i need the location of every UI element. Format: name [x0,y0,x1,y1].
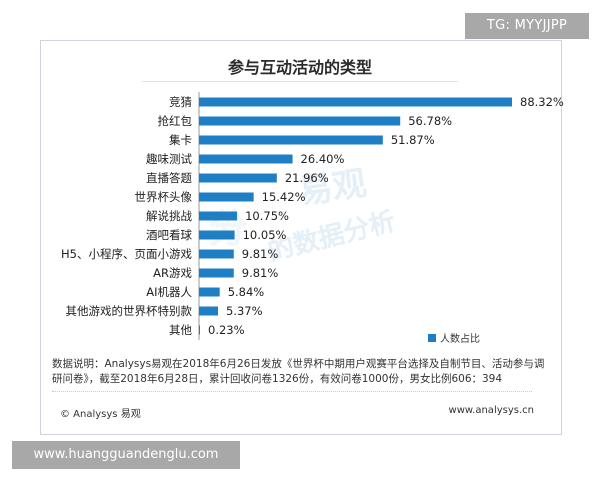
legend: 人数占比 [428,330,480,345]
value-label: 10.05% [243,228,287,242]
bar [199,249,234,259]
category-label: AI机器人 [146,285,192,299]
category-label: 其他 [169,323,192,337]
bar [199,268,234,278]
bar [199,97,512,107]
footer-copyright: © Analysys 易观 [60,409,141,420]
legend-swatch [428,333,436,342]
value-label: 0.23% [208,323,245,337]
category-label: 解说挑战 [146,209,192,223]
category-label: 酒吧看球 [146,228,192,242]
category-label: 抢红包 [158,114,193,128]
title-divider [142,81,458,82]
bar [199,154,293,164]
bar [199,211,238,221]
footer-url[interactable]: www.analysys.cn [448,405,534,416]
note-divider [52,391,532,392]
value-label: 5.84% [228,285,265,299]
category-label: 集卡 [169,133,192,147]
category-label: H5、小程序、页面小游戏 [61,247,192,261]
tg-label: TG: MYYJJPP [465,13,589,39]
site-banner[interactable]: www.huangguandenglu.com [12,441,240,469]
value-label: 15.42% [262,190,306,204]
data-note: 数据说明：Analysys易观在2018年6月26日发放《世界杯中期用户观赛平台… [52,358,545,385]
value-label: 10.75% [245,209,289,223]
bar [199,325,200,335]
bar [199,192,254,202]
value-label: 26.40% [301,152,345,166]
value-label: 88.32% [520,95,564,109]
bar [199,287,220,297]
value-label: 5.37% [226,304,263,318]
legend-label: 人数占比 [440,334,480,345]
category-label: 趣味测试 [146,152,192,166]
chart-title: 参与互动活动的类型 [227,58,372,77]
bar [199,306,219,316]
category-label: 直播答题 [146,171,192,185]
category-label: 世界杯头像 [135,190,193,204]
bar [199,173,277,183]
category-label: 其他游戏的世界杯特别款 [66,304,193,318]
value-label: 51.87% [391,133,435,147]
value-label: 21.96% [285,171,329,185]
category-label: 竞猜 [169,95,192,109]
bar [199,116,401,126]
bar [199,135,383,145]
bar [199,230,235,240]
value-label: 9.81% [242,247,279,261]
category-label: AR游戏 [153,266,192,280]
value-label: 56.78% [408,114,452,128]
value-label: 9.81% [242,266,279,280]
